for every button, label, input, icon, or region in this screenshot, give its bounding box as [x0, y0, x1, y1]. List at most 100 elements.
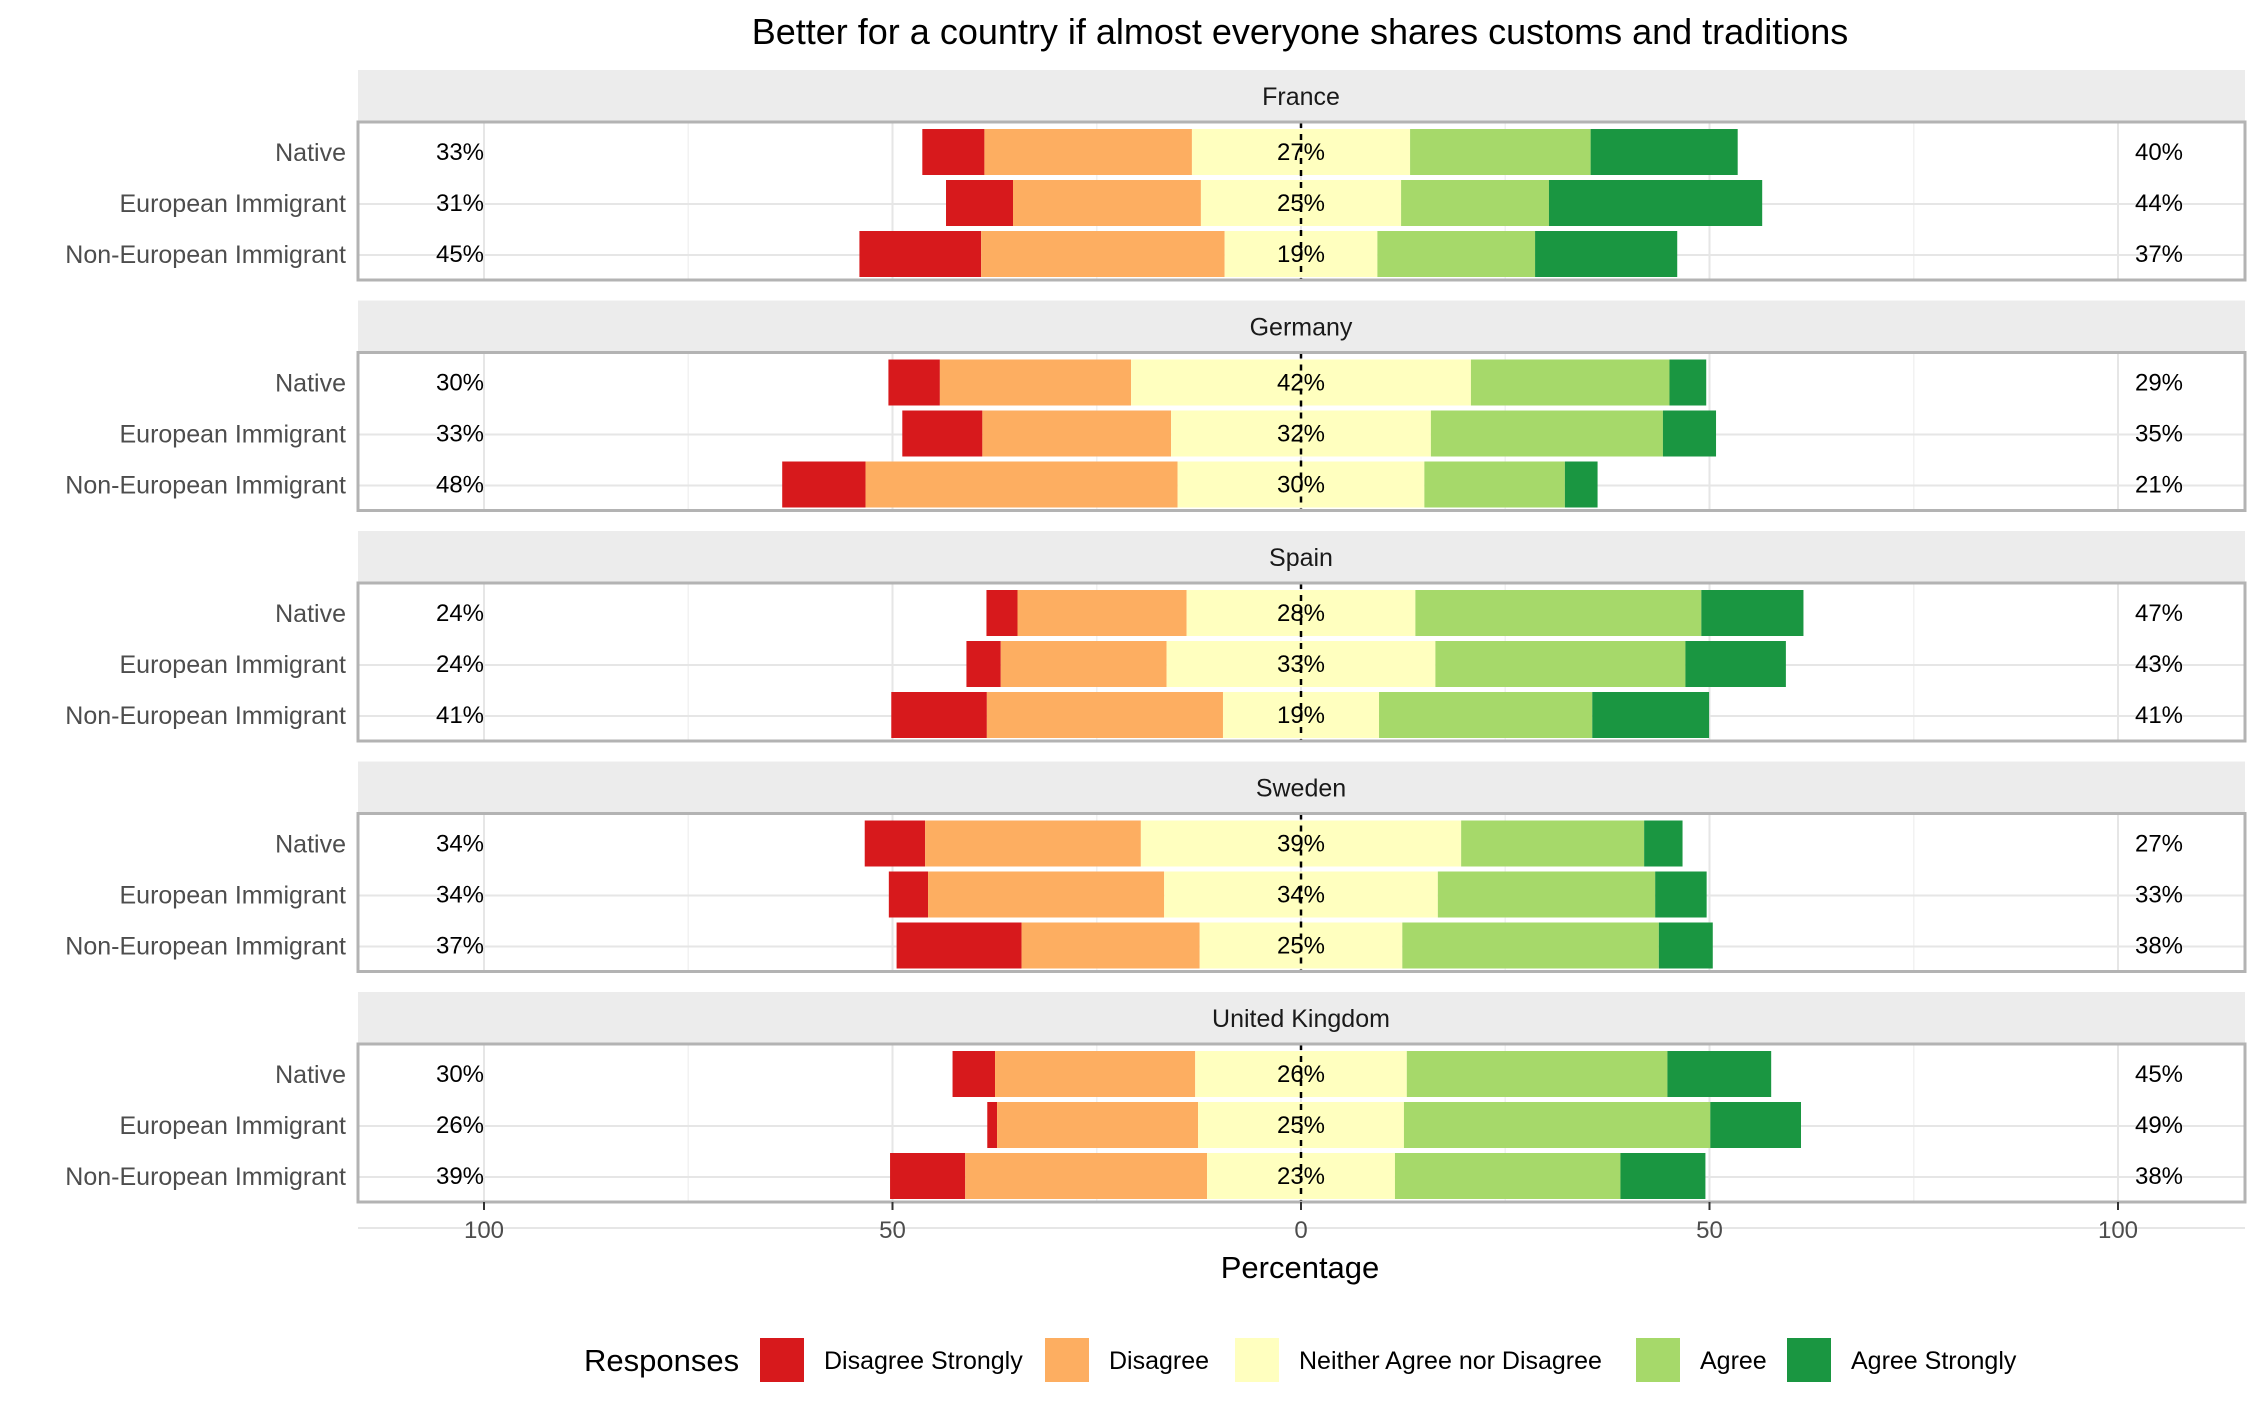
right-percent-label: 37% — [2135, 241, 2183, 268]
row-label: Non-European Immigrant — [65, 933, 346, 961]
bar-segment-disagree — [1021, 922, 1200, 969]
x-axis: 100 50 0 50 100 — [464, 1202, 2138, 1244]
x-tick-label: 100 — [2098, 1217, 2138, 1244]
bar-segment-disagree-strongly — [890, 1153, 966, 1199]
legend-entry-agree-strongly: Agree Strongly — [1787, 1338, 2017, 1382]
left-percent-label: 34% — [436, 831, 484, 858]
right-percent-label: 29% — [2135, 370, 2183, 397]
right-percent-label: 38% — [2135, 1163, 2183, 1190]
facet-united-kingdom: United Kingdom Native 30% 26% 45% European Im… — [65, 992, 2247, 1229]
bar-segment-agree-strongly — [1669, 359, 1707, 406]
left-percent-label: 34% — [436, 882, 484, 909]
row-native: Native 30% 42% 29% — [275, 359, 2183, 406]
legend-swatch — [1787, 1338, 1831, 1382]
bar-segment-agree-strongly — [1590, 129, 1738, 175]
right-percent-label: 49% — [2135, 1112, 2183, 1139]
bar-segment-agree — [1437, 871, 1656, 918]
legend-title: Responses — [584, 1343, 739, 1378]
right-percent-label: 27% — [2135, 831, 2183, 858]
left-percent-label: 24% — [436, 651, 484, 678]
bar-segment-disagree-strongly — [891, 692, 987, 738]
left-percent-label: 37% — [436, 933, 484, 960]
bar-segment-agree-strongly — [1620, 1153, 1706, 1199]
bar-segment-disagree-strongly — [922, 129, 985, 175]
bar-segment-disagree — [981, 231, 1225, 277]
facet-strip-label: Sweden — [1256, 775, 1346, 803]
row-native: Native 33% 27% 40% — [275, 129, 2183, 175]
facet-panel-border — [356, 812, 2247, 973]
bar-segment-agree-strongly — [1710, 1102, 1802, 1148]
row-label: Native — [275, 600, 346, 628]
bar-segment-disagree — [965, 1153, 1208, 1199]
legend-swatch — [1045, 1338, 1089, 1382]
legend-entry-agree: Agree — [1636, 1338, 1767, 1382]
bar-segment-agree — [1415, 590, 1702, 636]
bar-segment-agree — [1402, 922, 1659, 969]
bar-segment-agree-strongly — [1535, 231, 1678, 277]
x-tick-label: 50 — [1696, 1217, 1723, 1244]
left-percent-label: 41% — [436, 702, 484, 729]
bar-segment-agree-strongly — [1644, 820, 1683, 867]
bar-segment-disagree-strongly — [859, 231, 982, 277]
facet-strip — [358, 531, 2245, 583]
facet-strip — [358, 300, 2245, 353]
right-percent-label: 38% — [2135, 933, 2183, 960]
bar-segment-agree — [1394, 1153, 1621, 1199]
left-percent-label: 31% — [436, 190, 484, 217]
row-native: Native 24% 28% 47% — [275, 590, 2183, 636]
row-label: Non-European Immigrant — [65, 472, 346, 500]
bar-segment-agree — [1430, 410, 1663, 457]
bar-segment-disagree-strongly — [966, 641, 1001, 687]
bar-segment-agree-strongly — [1564, 461, 1598, 508]
x-tick-label: 100 — [464, 1217, 504, 1244]
chart-title: Better for a country if almost everyone … — [752, 11, 1849, 52]
left-percent-label: 30% — [436, 370, 484, 397]
right-percent-label: 21% — [2135, 472, 2183, 499]
right-percent-label: 41% — [2135, 702, 2183, 729]
right-percent-label: 33% — [2135, 882, 2183, 909]
legend-entry-neither-agree-nor-disagree: Neither Agree nor Disagree — [1235, 1338, 1602, 1382]
bar-segment-agree — [1379, 692, 1593, 738]
bar-segment-agree-strongly — [1662, 410, 1717, 457]
bar-segment-agree-strongly — [1548, 180, 1763, 226]
right-percent-label: 43% — [2135, 651, 2183, 678]
x-axis-title: Percentage — [1221, 1250, 1380, 1285]
bar-segment-agree-strongly — [1701, 590, 1804, 636]
row-label: Non-European Immigrant — [65, 241, 346, 269]
right-percent-label: 44% — [2135, 190, 2183, 217]
bar-segment-disagree — [1000, 641, 1167, 687]
bar-segment-disagree — [928, 871, 1165, 918]
facet-panels: France Native 33% 27% 40% European Immigrant 3… — [65, 70, 2247, 1229]
legend-label: Neither Agree nor Disagree — [1299, 1347, 1602, 1375]
legend-label: Agree Strongly — [1851, 1347, 2017, 1375]
right-percent-label: 40% — [2135, 139, 2183, 166]
facet-strip — [358, 70, 2245, 122]
left-percent-label: 24% — [436, 600, 484, 627]
bar-segment-agree — [1377, 231, 1536, 277]
legend: Responses Disagree Strongly Disagree Neithe… — [584, 1338, 2017, 1382]
bar-segment-disagree — [925, 820, 1141, 867]
legend-swatch — [760, 1338, 804, 1382]
bar-segment-disagree — [984, 129, 1192, 175]
row-native: Native 30% 26% 45% — [275, 1051, 2183, 1097]
row-european-immigrant: European Immigrant 33% 32% 35% — [119, 410, 2183, 457]
row-label: European Immigrant — [119, 421, 346, 449]
bar-segment-disagree — [997, 1102, 1199, 1148]
right-percent-label: 35% — [2135, 421, 2183, 448]
left-percent-label: 33% — [436, 139, 484, 166]
x-tick-label: 50 — [879, 1217, 906, 1244]
legend-entry-disagree: Disagree — [1045, 1338, 1209, 1382]
row-label: Non-European Immigrant — [65, 702, 346, 730]
facet-strip — [358, 761, 2245, 814]
bar-segment-agree — [1410, 129, 1591, 175]
row-label: Native — [275, 139, 346, 167]
bar-segment-agree — [1424, 461, 1565, 508]
bar-segment-agree-strongly — [1667, 1051, 1772, 1097]
facet-panel-border — [356, 120, 2247, 282]
row-label: European Immigrant — [119, 882, 346, 910]
